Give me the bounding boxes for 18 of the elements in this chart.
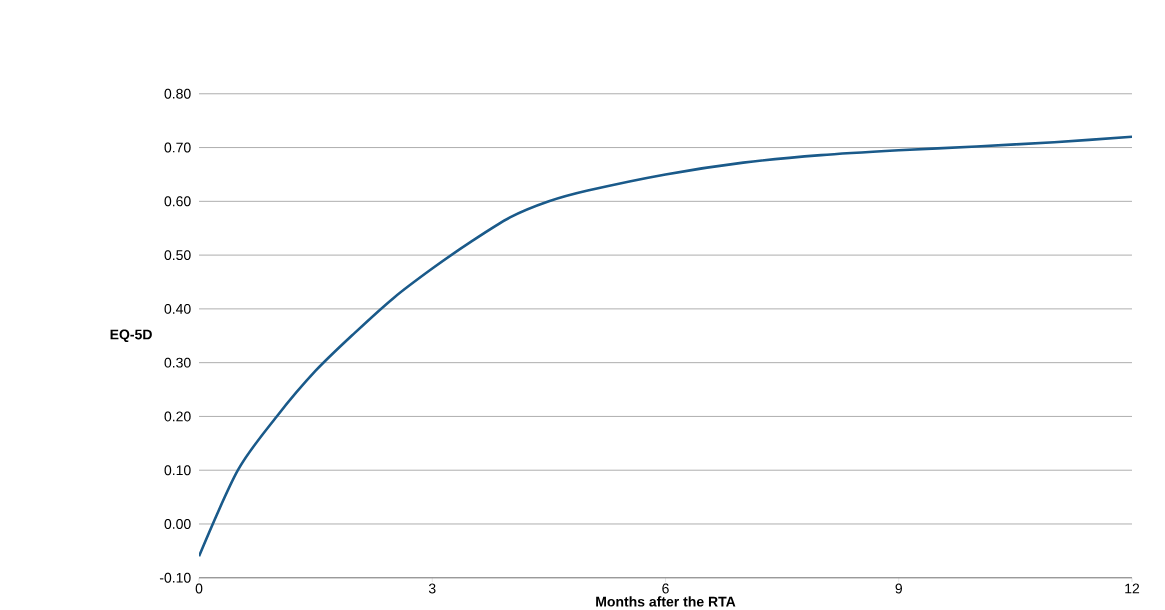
y-tick-label: 0.30: [164, 357, 191, 368]
y-tick-label: 0.20: [164, 411, 191, 422]
y-tick-label: -0.10: [159, 572, 191, 583]
y-tick-label: 0.00: [164, 519, 191, 529]
y-tick-label: 0.10: [164, 465, 191, 476]
line-series: [199, 135, 1132, 558]
y-tick-label: 0.50: [164, 250, 191, 261]
x-tick-label: 0: [195, 583, 203, 594]
y-tick-label: 0.70: [164, 142, 191, 153]
x-tick-label: 12: [1125, 583, 1140, 594]
x-axis-title: Months after the RTA: [596, 596, 736, 607]
y-axis-title: EQ-5D: [110, 329, 152, 343]
y-tick-label: 0.60: [164, 196, 191, 207]
x-tick-label: 6: [662, 583, 669, 594]
y-tick-label: 0.80: [164, 88, 191, 99]
y-tick-label: 0.40: [164, 303, 191, 314]
x-tick-label: 3: [428, 583, 436, 594]
x-tick-label: 9: [895, 583, 902, 594]
